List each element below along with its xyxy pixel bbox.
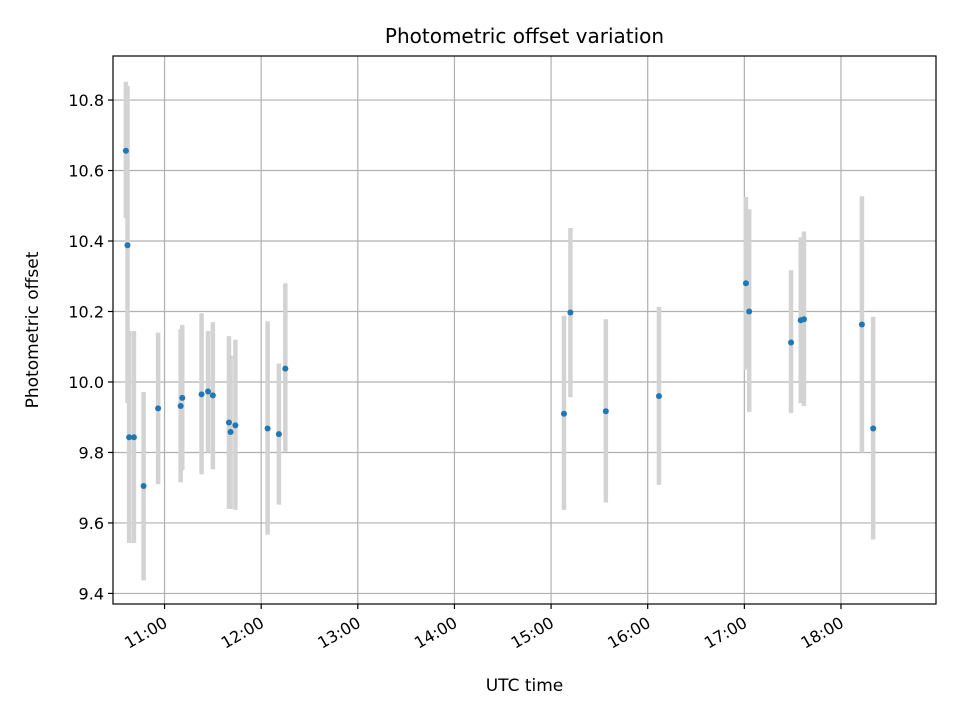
data-point: [177, 402, 184, 409]
data-point: [567, 309, 574, 316]
grid: [113, 56, 936, 604]
data-point: [227, 429, 234, 436]
data-point: [800, 316, 807, 323]
data-point: [858, 321, 865, 328]
y-tick-label: 10.0: [68, 373, 104, 392]
plot-frame: [112, 55, 937, 605]
data-point: [122, 147, 129, 154]
data-point: [602, 408, 609, 415]
data-point: [264, 425, 271, 432]
error-bars: [123, 81, 876, 581]
data-point: [870, 425, 877, 432]
x-tick-label: 12:00: [218, 613, 267, 653]
data-point: [209, 392, 216, 399]
y-tick-label: 10.2: [68, 302, 104, 321]
data-point: [124, 242, 131, 249]
x-tick-label: 11:00: [121, 613, 170, 653]
y-tick-label: 10.4: [68, 232, 104, 251]
data-point: [205, 388, 212, 395]
x-tick-label: 13:00: [314, 613, 363, 653]
data-point: [746, 308, 753, 315]
y-tick-label: 9.4: [79, 584, 104, 603]
data-point: [198, 391, 205, 398]
data-point: [130, 434, 137, 441]
y-tick-label: 9.6: [79, 514, 104, 533]
x-tick-label: 17:00: [701, 613, 750, 653]
data-point: [655, 393, 662, 400]
data-point: [275, 431, 282, 438]
data-point: [140, 482, 147, 489]
data-point: [179, 394, 186, 401]
x-tick-label: 14:00: [411, 613, 460, 653]
y-tick-label: 9.8: [79, 443, 104, 462]
data-point: [225, 419, 232, 426]
axis-ticks: 11:00 12:00 13:00 14:00 15:00 16:00 17:00 18:00…: [68, 91, 847, 652]
chart-title: Photometric offset variation: [385, 24, 664, 48]
x-tick-label: 18:00: [798, 613, 847, 653]
x-tick-label: 15:00: [508, 613, 557, 653]
x-axis-label: UTC time: [486, 676, 564, 696]
data-point: [126, 434, 133, 441]
data-point: [155, 405, 162, 412]
y-tick-label: 10.6: [68, 162, 104, 181]
x-tick-label: 16:00: [604, 613, 653, 653]
data-point: [788, 339, 795, 346]
y-axis-label: Photometric offset: [23, 251, 43, 408]
data-point: [282, 365, 289, 372]
data-point: [232, 422, 239, 429]
data-points: [122, 147, 877, 489]
y-tick-label: 10.8: [68, 91, 104, 110]
data-point: [742, 280, 749, 287]
data-point: [560, 410, 567, 417]
